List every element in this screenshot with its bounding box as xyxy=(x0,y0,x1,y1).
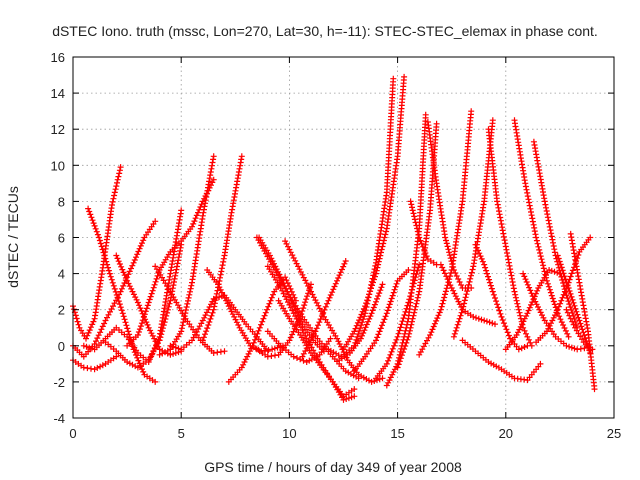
series-31-points xyxy=(424,119,475,291)
y-tick-label: 10 xyxy=(51,158,65,173)
series-21-points xyxy=(299,258,349,360)
series-15-points xyxy=(253,234,362,382)
y-tick-label: 6 xyxy=(58,231,65,246)
series-43-points xyxy=(567,230,598,393)
series-38-points xyxy=(511,117,572,340)
chart-title: dSTEC Iono. truth (mssc, Lon=270, Lat=30… xyxy=(52,23,598,39)
x-tick-label: 20 xyxy=(499,426,513,441)
y-tick-label: 14 xyxy=(51,86,65,101)
y-tick-label: 8 xyxy=(58,194,65,209)
series-16-points xyxy=(253,281,314,360)
x-tick-label: 5 xyxy=(178,426,185,441)
y-tick-label: 4 xyxy=(58,267,65,282)
y-tick-label: 2 xyxy=(58,303,65,318)
y-tick-label: 0 xyxy=(58,339,65,354)
series-6-points xyxy=(113,252,185,358)
series-18-points xyxy=(275,297,358,403)
series-5-points xyxy=(102,241,185,371)
series-28-points xyxy=(394,120,440,371)
series-35-points xyxy=(459,337,544,384)
y-axis-label: dSTEC / TECUs xyxy=(5,186,21,288)
series-3-points xyxy=(85,205,159,385)
series-9-points xyxy=(156,153,217,358)
ticks-group: 0 5 10 15 20 25 -4 -2 0 2 4 6 8 10 12 14 16 xyxy=(51,50,622,441)
x-tick-label: 0 xyxy=(69,426,76,441)
series-11-points xyxy=(204,267,286,355)
series-23-points xyxy=(325,75,397,360)
series-25-points xyxy=(351,267,412,375)
series-30-points xyxy=(407,198,440,268)
series-34-points xyxy=(472,241,531,353)
x-tick-label: 10 xyxy=(282,426,296,441)
x-tick-label: 15 xyxy=(390,426,404,441)
series-7-points xyxy=(124,176,217,349)
x-tick-label: 25 xyxy=(607,426,621,441)
series-44-points xyxy=(563,306,596,353)
x-axis-label: GPS time / hours of day 349 of year 2008 xyxy=(204,459,462,475)
series-20-points xyxy=(264,328,334,365)
series-12-points xyxy=(199,153,245,344)
y-tick-label: 12 xyxy=(51,122,65,137)
y-tick-label: 16 xyxy=(51,50,65,65)
series-24-points xyxy=(340,73,408,353)
y-tick-label: -4 xyxy=(53,411,65,426)
series-group xyxy=(70,73,598,403)
y-tick-label: -2 xyxy=(53,375,65,390)
